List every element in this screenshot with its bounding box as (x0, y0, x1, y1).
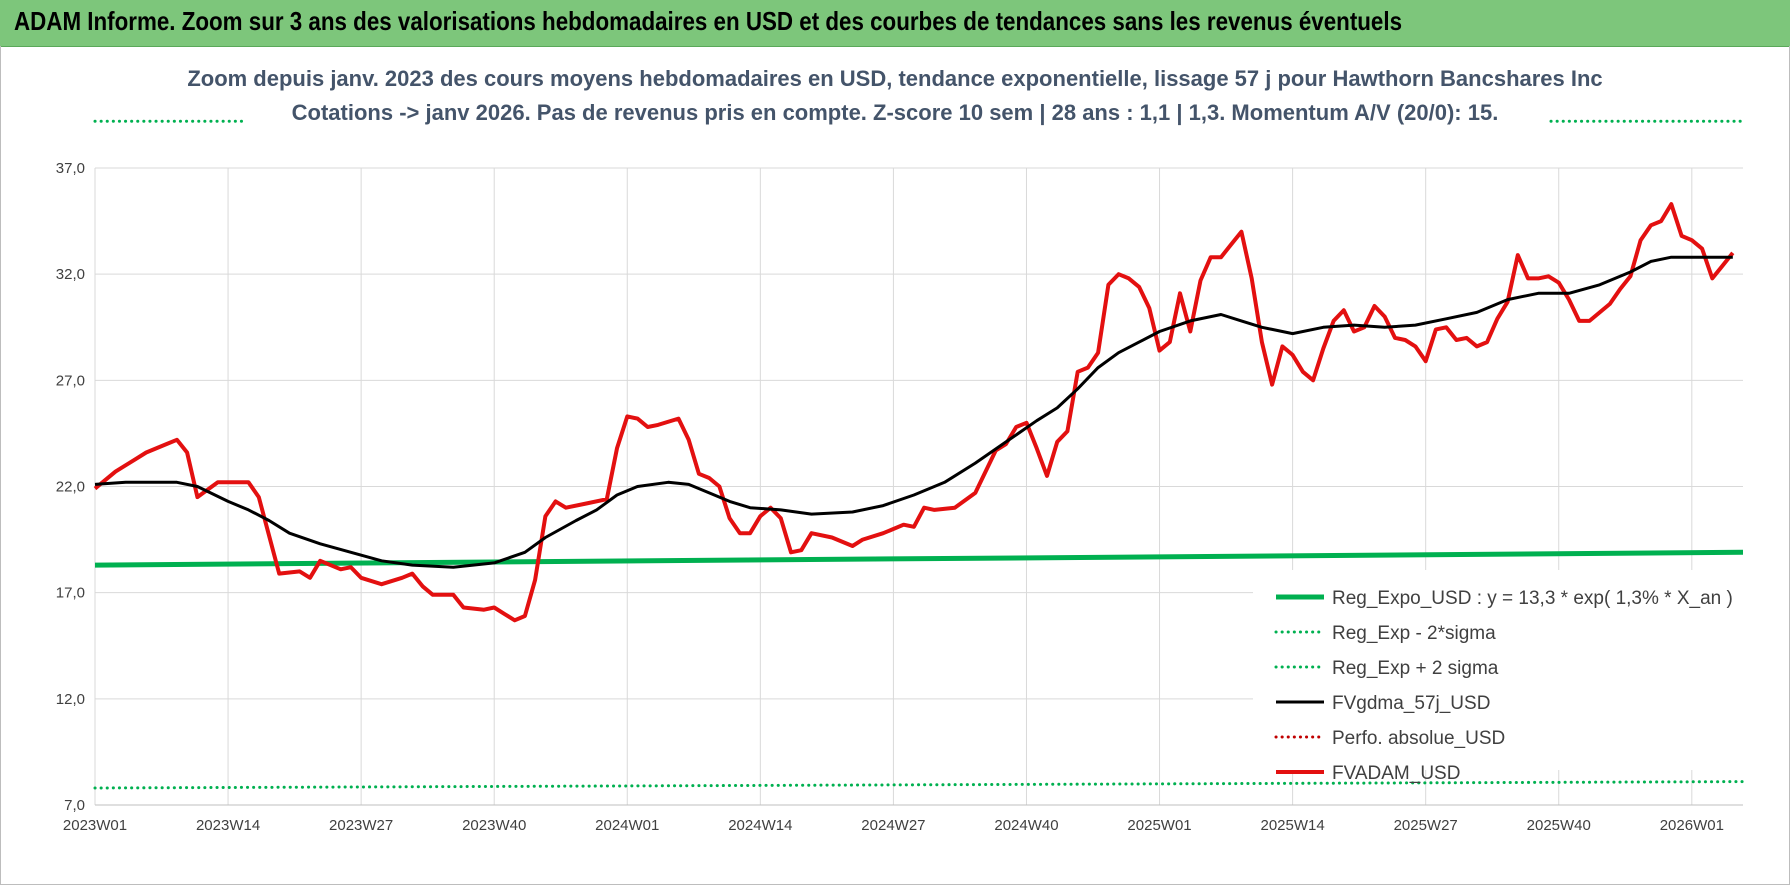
header-banner: ADAM Informe. Zoom sur 3 ans des valoris… (0, 0, 1790, 47)
x-tick-label: 2024W40 (994, 817, 1058, 834)
series-line-5 (93, 202, 1735, 623)
x-tick-label: 2025W27 (1394, 817, 1458, 834)
x-tick-label: 2025W40 (1527, 817, 1591, 834)
x-tick-label: 2026W01 (1660, 817, 1724, 834)
gridlines (94, 167, 1743, 806)
y-tick-label: 12,0 (56, 691, 85, 708)
series-lines (93, 119, 1745, 790)
x-tick-label: 2023W14 (196, 817, 260, 834)
legend: Reg_Expo_USD : y = 13,3 * exp( 1,3% * X_… (1274, 588, 1733, 784)
x-tick-label: 2023W01 (63, 817, 127, 834)
legend-label: FVADAM_USD (1332, 763, 1460, 784)
chart-title: Zoom depuis janv. 2023 des cours moyens … (187, 66, 1602, 91)
y-tick-label: 17,0 (56, 585, 85, 602)
y-tick-label: 7,0 (64, 797, 85, 814)
y-tick-label: 22,0 (56, 479, 85, 496)
legend-background (1253, 570, 1783, 770)
x-tick-label: 2025W01 (1127, 817, 1191, 834)
legend-label: Reg_Exp - 2*sigma (1332, 623, 1496, 644)
x-tick-label: 2025W14 (1261, 817, 1325, 834)
legend-label: Perfo. absolue_USD (1332, 728, 1505, 749)
series-line-1 (93, 780, 1745, 790)
x-tick-label: 2023W40 (462, 817, 526, 834)
chart-area: Zoom depuis janv. 2023 des cours moyens … (0, 46, 1790, 885)
y-tick-label: 27,0 (56, 372, 85, 389)
x-tick-label: 2023W27 (329, 817, 393, 834)
legend-label: Reg_Expo_USD : y = 13,3 * exp( 1,3% * X_… (1332, 588, 1733, 609)
page-title: ADAM Informe. Zoom sur 3 ans des valoris… (14, 6, 1403, 36)
y-tick-label: 37,0 (56, 160, 85, 177)
y-tick-label: 32,0 (56, 266, 85, 283)
chart-subtitle: Cotations -> janv 2026. Pas de revenus p… (292, 100, 1499, 125)
legend-label: Reg_Exp + 2 sigma (1332, 658, 1499, 679)
x-tick-label: 2024W14 (728, 817, 792, 834)
x-tick-label: 2024W27 (861, 817, 925, 834)
series-line-0 (94, 549, 1744, 568)
line-chart: Zoom depuis janv. 2023 des cours moyens … (56, 66, 1783, 834)
x-tick-label: 2024W01 (595, 817, 659, 834)
axis-labels: 7,0 12,0 17,0 22,0 27,0 32,0 37,0 2023W01 2023W1… (56, 160, 1743, 834)
series-line-3 (94, 255, 1733, 569)
legend-label: FVgdma_57j_USD (1332, 693, 1490, 714)
